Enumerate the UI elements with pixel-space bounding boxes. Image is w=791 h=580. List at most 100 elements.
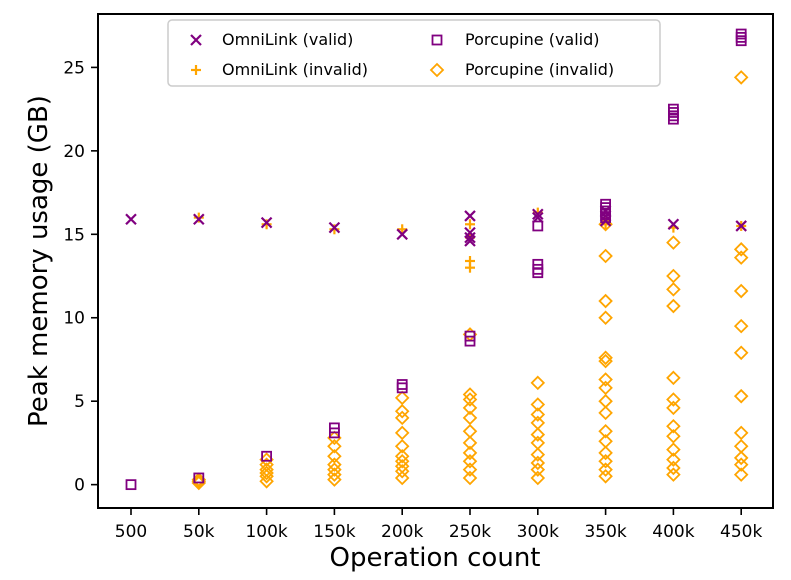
legend-label-omnilink-valid: OmniLink (valid) [222,30,353,49]
y-tick-label: 25 [63,58,85,78]
legend-marker-glyph [431,34,443,46]
data-point [464,210,476,222]
data-point [532,208,544,221]
y-axis: 0 5 10 15 20 25 [63,58,98,496]
data-point [259,465,274,481]
x-tick-label: 250k [449,522,491,542]
data-point [465,262,475,273]
data-point [733,388,749,404]
data-point [462,387,478,402]
data-point [464,330,476,342]
data-point [260,216,273,229]
data-point [329,224,340,235]
data-point [598,380,613,396]
data-point [666,370,681,386]
data-point [462,435,478,451]
data-point [464,226,476,239]
data-point [599,205,612,217]
data-point [530,455,546,471]
legend-label-porcupine-valid: Porcupine (valid) [465,30,600,49]
data-point [599,210,612,222]
data-point [193,472,205,484]
data-point [394,403,410,419]
data-point [733,345,749,361]
data-point [598,293,613,309]
legend: OmniLink (valid) OmniLink (invalid) Porc… [167,19,661,87]
data-point [733,318,749,334]
legend-marker-omnilink-invalid [191,65,201,75]
data-point [462,462,478,477]
data-point [394,448,410,464]
data-point [327,457,342,472]
data-point [667,218,680,231]
x-tick-label: 50k [183,522,215,542]
data-point [125,213,137,226]
data-point [532,211,544,224]
data-point [530,462,546,477]
data-point [598,393,613,409]
data-point [465,219,475,230]
x-tick-label: 300k [517,522,559,542]
data-point [735,31,747,43]
data-point [125,479,137,491]
legend-marker-omnilink-valid [190,34,202,46]
data-point [666,268,681,284]
data-point [328,221,341,234]
data-point [666,460,681,476]
data-point [733,283,749,299]
legend-marker-porcupine-invalid [429,62,445,78]
data-point [668,113,679,125]
data-point [530,470,546,486]
data-point [668,103,679,115]
legend-label-omnilink-invalid: OmniLink (invalid) [222,60,368,79]
data-point [598,423,613,439]
data-point [666,428,681,444]
data-point [462,423,478,439]
data-point [666,400,681,416]
data-point [396,379,408,390]
data-point [261,450,273,462]
data-point [530,427,546,442]
data-point [735,35,747,47]
data-point [464,235,476,247]
data-point [530,407,546,422]
data-point [530,435,546,451]
data-point [530,375,546,391]
data-point [394,425,410,441]
data-point [668,110,679,122]
data-point [193,212,204,223]
data-point [735,28,747,40]
y-tick-label: 20 [63,142,85,162]
data-point [598,405,613,421]
data-point [327,438,342,454]
data-point [394,390,410,406]
data-point [532,220,544,232]
data-point [598,248,613,264]
y-tick-label: 10 [63,309,85,329]
x-tick-label: 350k [584,522,626,542]
data-point [666,282,681,297]
x-tick-label: 500 [115,522,147,542]
legend-marker-glyph [191,65,201,75]
data-point [666,452,681,467]
data-point [462,453,478,469]
x-tick-label: 150k [313,522,355,542]
data-point [396,228,408,241]
data-point [733,70,749,85]
data-point [598,453,613,469]
data-point [666,235,681,250]
y-axis-label: Peak memory usage (GB) [24,95,54,427]
data-point [666,418,681,434]
data-point [735,220,747,232]
x-tick-label: 400k [652,522,694,542]
x-tick-label: 450k [720,522,762,542]
data-point [668,107,679,118]
legend-marker-porcupine-valid [431,34,443,46]
plot-points [125,28,749,491]
data-point [598,372,613,387]
y-tick-label: 5 [74,392,85,412]
data-point [462,470,478,486]
data-point [666,442,681,457]
data-point [397,224,408,235]
